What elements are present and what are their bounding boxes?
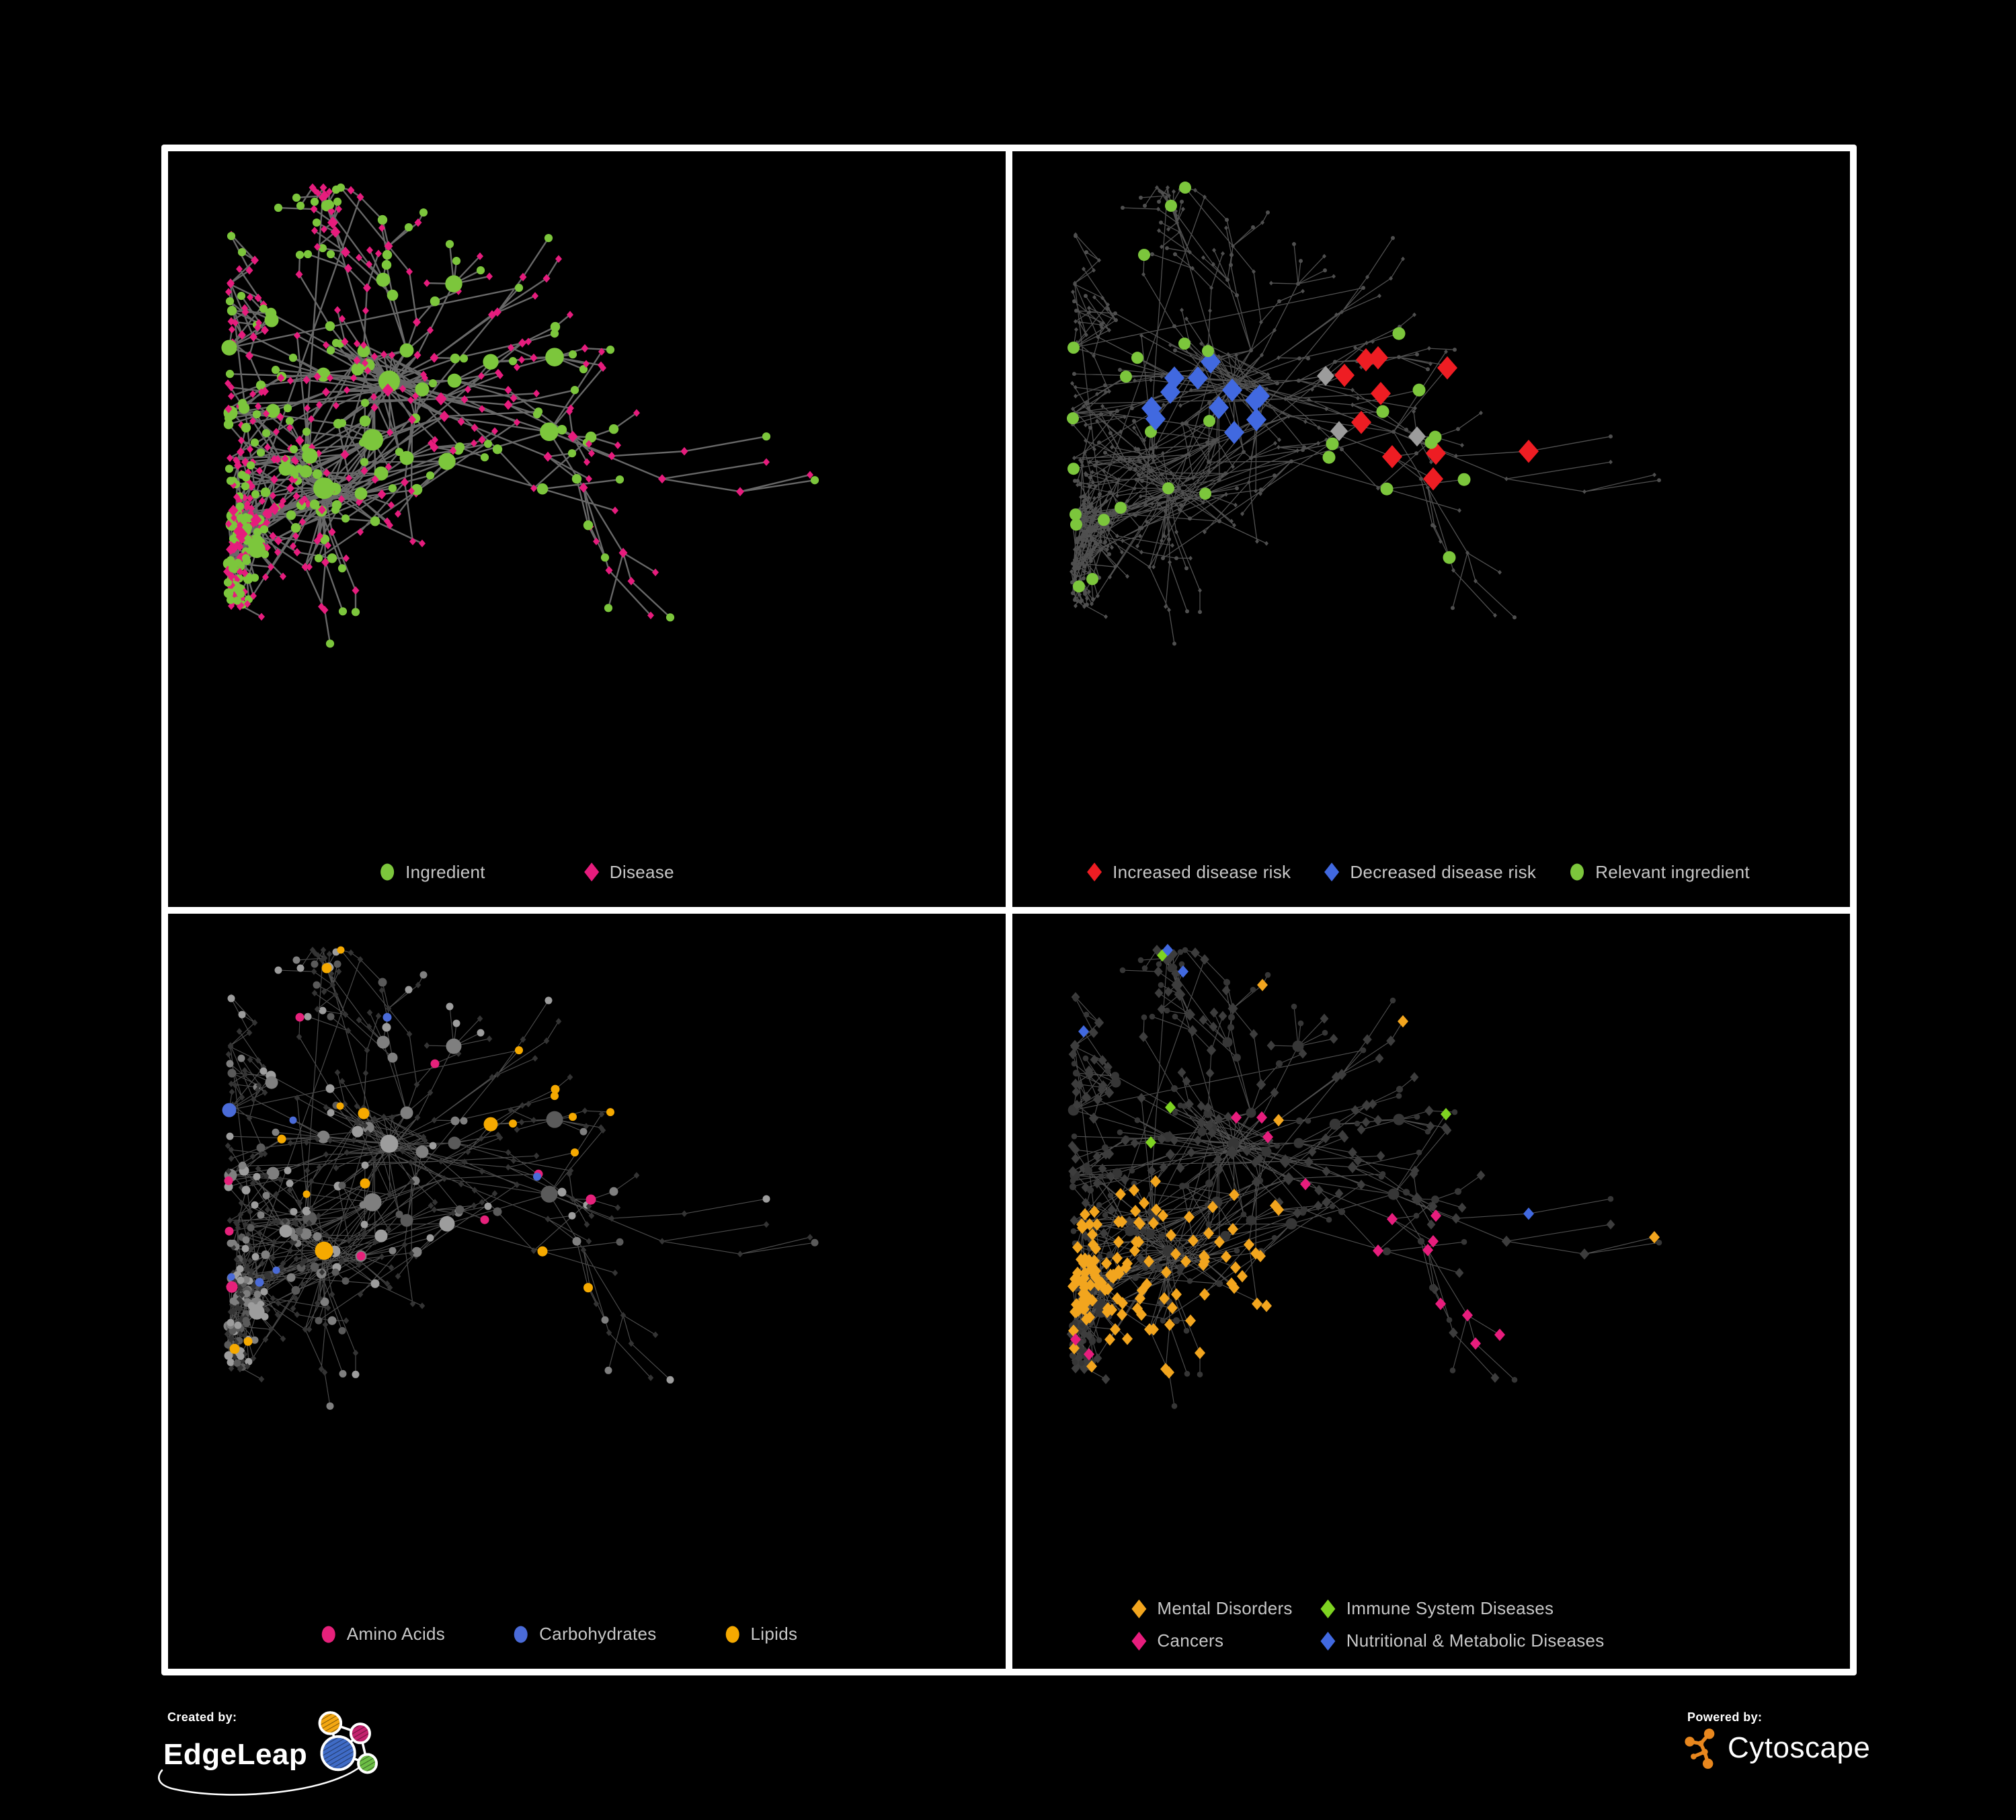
- panel-disease-classes: Mental Disorders Immune System Diseases …: [1012, 913, 1850, 1669]
- increased-risk-diamond-icon: [1086, 862, 1103, 882]
- panels-grid: Ingredient Disease Increased disease ris…: [161, 145, 1857, 1675]
- legend-item-relevant-ingredient: Relevant ingredient: [1568, 862, 1750, 883]
- legend-label: Relevant ingredient: [1595, 861, 1750, 882]
- created-by-label: Created by:: [167, 1710, 237, 1724]
- lipids-circle-icon: [724, 1624, 741, 1645]
- legend-item-disease: Disease: [583, 862, 674, 883]
- legend-ingredient-disease: Ingredient Disease: [378, 862, 674, 883]
- legend-label: Cancers: [1157, 1630, 1224, 1651]
- legend-item-amino-acids: Amino Acids: [320, 1624, 445, 1645]
- ingredient-circle-icon: [378, 862, 396, 882]
- legend-nutrient-classes: Amino Acids Carbohydrates Lipids: [320, 1624, 798, 1645]
- legend-item-decreased-risk: Decreased disease risk: [1323, 862, 1536, 883]
- cancers-diamond-icon: [1130, 1631, 1147, 1651]
- decreased-risk-diamond-icon: [1323, 862, 1340, 882]
- mental-disorders-diamond-icon: [1130, 1599, 1147, 1619]
- legend-label: Ingredient: [405, 861, 485, 882]
- cytoscape-wordmark: Cytoscape: [1728, 1731, 1871, 1764]
- legend-label: Decreased disease risk: [1350, 861, 1537, 882]
- network-graph-nutrient-classes: [222, 946, 819, 1410]
- legend-item-increased-risk: Increased disease risk: [1086, 862, 1291, 883]
- legend-label: Mental Disorders: [1157, 1598, 1293, 1618]
- legend-item-lipids: Lipids: [724, 1624, 798, 1645]
- legend-disease-risk: Increased disease risk Decreased disease…: [1086, 862, 1750, 883]
- edgeleap-branding: Created by: EdgeLeap: [158, 1710, 388, 1796]
- legend-disease-classes: Mental Disorders Immune System Diseases …: [1130, 1598, 1604, 1651]
- network-graph-disease-risk: [1067, 182, 1661, 646]
- legend-label: Disease: [609, 861, 674, 882]
- network-graph-disease-classes: [1066, 943, 1662, 1409]
- edgeleap-swoosh-icon: [158, 1758, 369, 1796]
- cytoscape-branding: Powered by: Cytosc: [1683, 1710, 1870, 1769]
- edgeleap-logo-icon: [318, 1711, 378, 1774]
- cytoscape-logo-icon: [1685, 1729, 1715, 1769]
- powered-by-label: Powered by:: [1687, 1710, 1763, 1724]
- legend-label: Nutritional & Metabolic Diseases: [1346, 1630, 1605, 1651]
- legend-label: Amino Acids: [346, 1624, 446, 1644]
- legend-item-immune-diseases: Immune System Diseases: [1320, 1598, 1554, 1619]
- relevant-ingredient-circle-icon: [1568, 862, 1586, 882]
- network-graph-ingredient-disease: [221, 183, 819, 648]
- edgeleap-wordmark: EdgeLeap: [163, 1738, 308, 1771]
- disease-diamond-icon: [583, 862, 600, 882]
- immune-diseases-diamond-icon: [1320, 1599, 1337, 1619]
- amino-acids-circle-icon: [320, 1624, 337, 1645]
- legend-label: Immune System Diseases: [1346, 1598, 1554, 1618]
- panel-ingredient-disease: Ingredient Disease: [168, 151, 1006, 907]
- panel-nutrient-classes: Amino Acids Carbohydrates Lipids: [168, 913, 1006, 1669]
- legend-label: Lipids: [750, 1624, 798, 1644]
- legend-item-carbohydrates: Carbohydrates: [512, 1624, 656, 1645]
- carbohydrates-circle-icon: [512, 1624, 530, 1645]
- panel-disease-risk: Increased disease risk Decreased disease…: [1012, 151, 1850, 907]
- legend-item-nutritional-metabolic: Nutritional & Metabolic Diseases: [1320, 1630, 1605, 1651]
- legend-label: Carbohydrates: [539, 1624, 657, 1644]
- legend-label: Increased disease risk: [1113, 861, 1291, 882]
- legend-item-mental-disorders: Mental Disorders: [1130, 1598, 1292, 1619]
- nutritional-metabolic-diamond-icon: [1320, 1631, 1337, 1651]
- legend-item-ingredient: Ingredient: [378, 862, 485, 883]
- legend-item-cancers: Cancers: [1130, 1630, 1223, 1651]
